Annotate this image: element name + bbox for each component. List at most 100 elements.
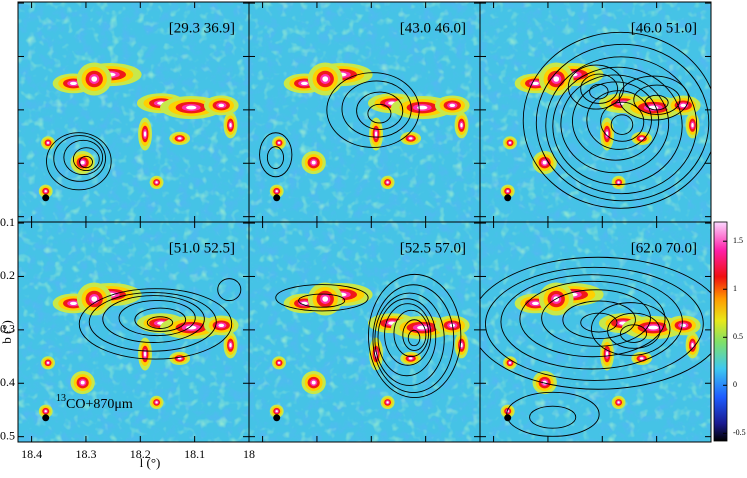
contour bbox=[393, 309, 430, 357]
emission bbox=[277, 141, 281, 144]
emission bbox=[229, 343, 232, 348]
contour bbox=[580, 73, 619, 104]
beam bbox=[273, 414, 281, 422]
contour bbox=[545, 56, 698, 195]
y-tick-label: -0.1 bbox=[0, 215, 15, 229]
emission bbox=[617, 401, 620, 404]
contour bbox=[372, 284, 455, 394]
contour bbox=[485, 266, 704, 381]
emission bbox=[80, 380, 85, 385]
emission bbox=[277, 361, 281, 364]
panel-frame bbox=[479, 221, 712, 443]
contour bbox=[567, 64, 625, 110]
emission bbox=[417, 325, 428, 330]
panel-label: [46.0 51.0] bbox=[631, 20, 697, 36]
contour bbox=[589, 83, 609, 100]
panel-label: [43.0 46.0] bbox=[400, 20, 466, 36]
map-panel: [62.0 70.0] bbox=[479, 221, 712, 443]
contour bbox=[500, 274, 683, 370]
panel-label: [29.3 36.9] bbox=[169, 20, 235, 36]
contour bbox=[600, 101, 645, 142]
emission bbox=[229, 123, 232, 128]
contour bbox=[146, 316, 174, 329]
emission bbox=[46, 361, 50, 364]
map-image bbox=[480, 222, 711, 442]
colorbar bbox=[713, 221, 728, 442]
emission bbox=[46, 141, 50, 144]
emission bbox=[508, 141, 512, 144]
contour bbox=[356, 91, 404, 130]
annotation: 13CO+870μm bbox=[56, 393, 133, 412]
contour bbox=[118, 299, 196, 337]
emission bbox=[177, 137, 182, 140]
contour bbox=[374, 292, 445, 386]
contour bbox=[519, 280, 666, 358]
map-panel: [52.5 57.0] bbox=[248, 221, 481, 443]
contour bbox=[78, 288, 233, 360]
annotation-text: CO+870μm bbox=[66, 397, 133, 412]
map-panel: [43.0 46.0] bbox=[248, 1, 481, 223]
contour bbox=[407, 329, 421, 347]
contour bbox=[326, 72, 420, 148]
y-axis-label: b (°) bbox=[0, 320, 14, 344]
contour bbox=[63, 139, 104, 176]
emission bbox=[155, 181, 158, 184]
contour bbox=[619, 324, 648, 343]
contour bbox=[341, 80, 412, 138]
contour bbox=[644, 94, 669, 111]
contour bbox=[552, 66, 683, 185]
contour bbox=[529, 405, 577, 429]
emission bbox=[417, 105, 428, 110]
emission bbox=[542, 160, 547, 165]
emission bbox=[553, 76, 560, 82]
beam bbox=[42, 194, 50, 202]
contour bbox=[560, 74, 670, 174]
map-panel: [29.3 36.9] bbox=[17, 1, 250, 223]
contour bbox=[618, 75, 689, 121]
emission bbox=[460, 123, 463, 128]
emission bbox=[322, 76, 329, 82]
emission bbox=[639, 357, 644, 360]
contour bbox=[275, 284, 369, 312]
emission bbox=[531, 301, 539, 306]
y-tick-label: -0.5 bbox=[0, 428, 15, 442]
emission bbox=[408, 137, 413, 140]
emission bbox=[44, 190, 47, 193]
emission bbox=[311, 380, 316, 385]
contour bbox=[298, 293, 346, 308]
emission bbox=[69, 301, 77, 306]
emission bbox=[91, 76, 98, 82]
x-axis-label: l (°) bbox=[140, 455, 161, 470]
emission bbox=[275, 410, 278, 413]
panel-label: [51.0 52.5] bbox=[169, 240, 235, 256]
contour bbox=[53, 135, 106, 182]
contour bbox=[88, 292, 217, 352]
contour bbox=[368, 273, 462, 399]
contour bbox=[535, 43, 710, 202]
beam bbox=[504, 194, 512, 202]
emission bbox=[386, 181, 389, 184]
contour bbox=[102, 295, 205, 343]
emission bbox=[508, 361, 512, 364]
emission bbox=[322, 296, 329, 302]
emission bbox=[44, 410, 47, 413]
contour bbox=[506, 391, 600, 437]
emission bbox=[374, 131, 378, 137]
x-tick-label: 18.3 bbox=[75, 447, 96, 461]
emission bbox=[80, 160, 85, 165]
emission bbox=[691, 123, 694, 128]
contour bbox=[266, 146, 285, 170]
emission bbox=[531, 81, 539, 86]
emission bbox=[143, 351, 147, 357]
emission bbox=[617, 181, 620, 184]
emission bbox=[408, 357, 413, 360]
emission bbox=[218, 103, 225, 108]
emission bbox=[386, 401, 389, 404]
emission bbox=[311, 160, 316, 165]
beam bbox=[273, 194, 281, 202]
contour bbox=[259, 132, 293, 178]
contour bbox=[377, 298, 437, 377]
x-tick-label: 18.2 bbox=[130, 447, 151, 461]
contour bbox=[607, 312, 661, 349]
